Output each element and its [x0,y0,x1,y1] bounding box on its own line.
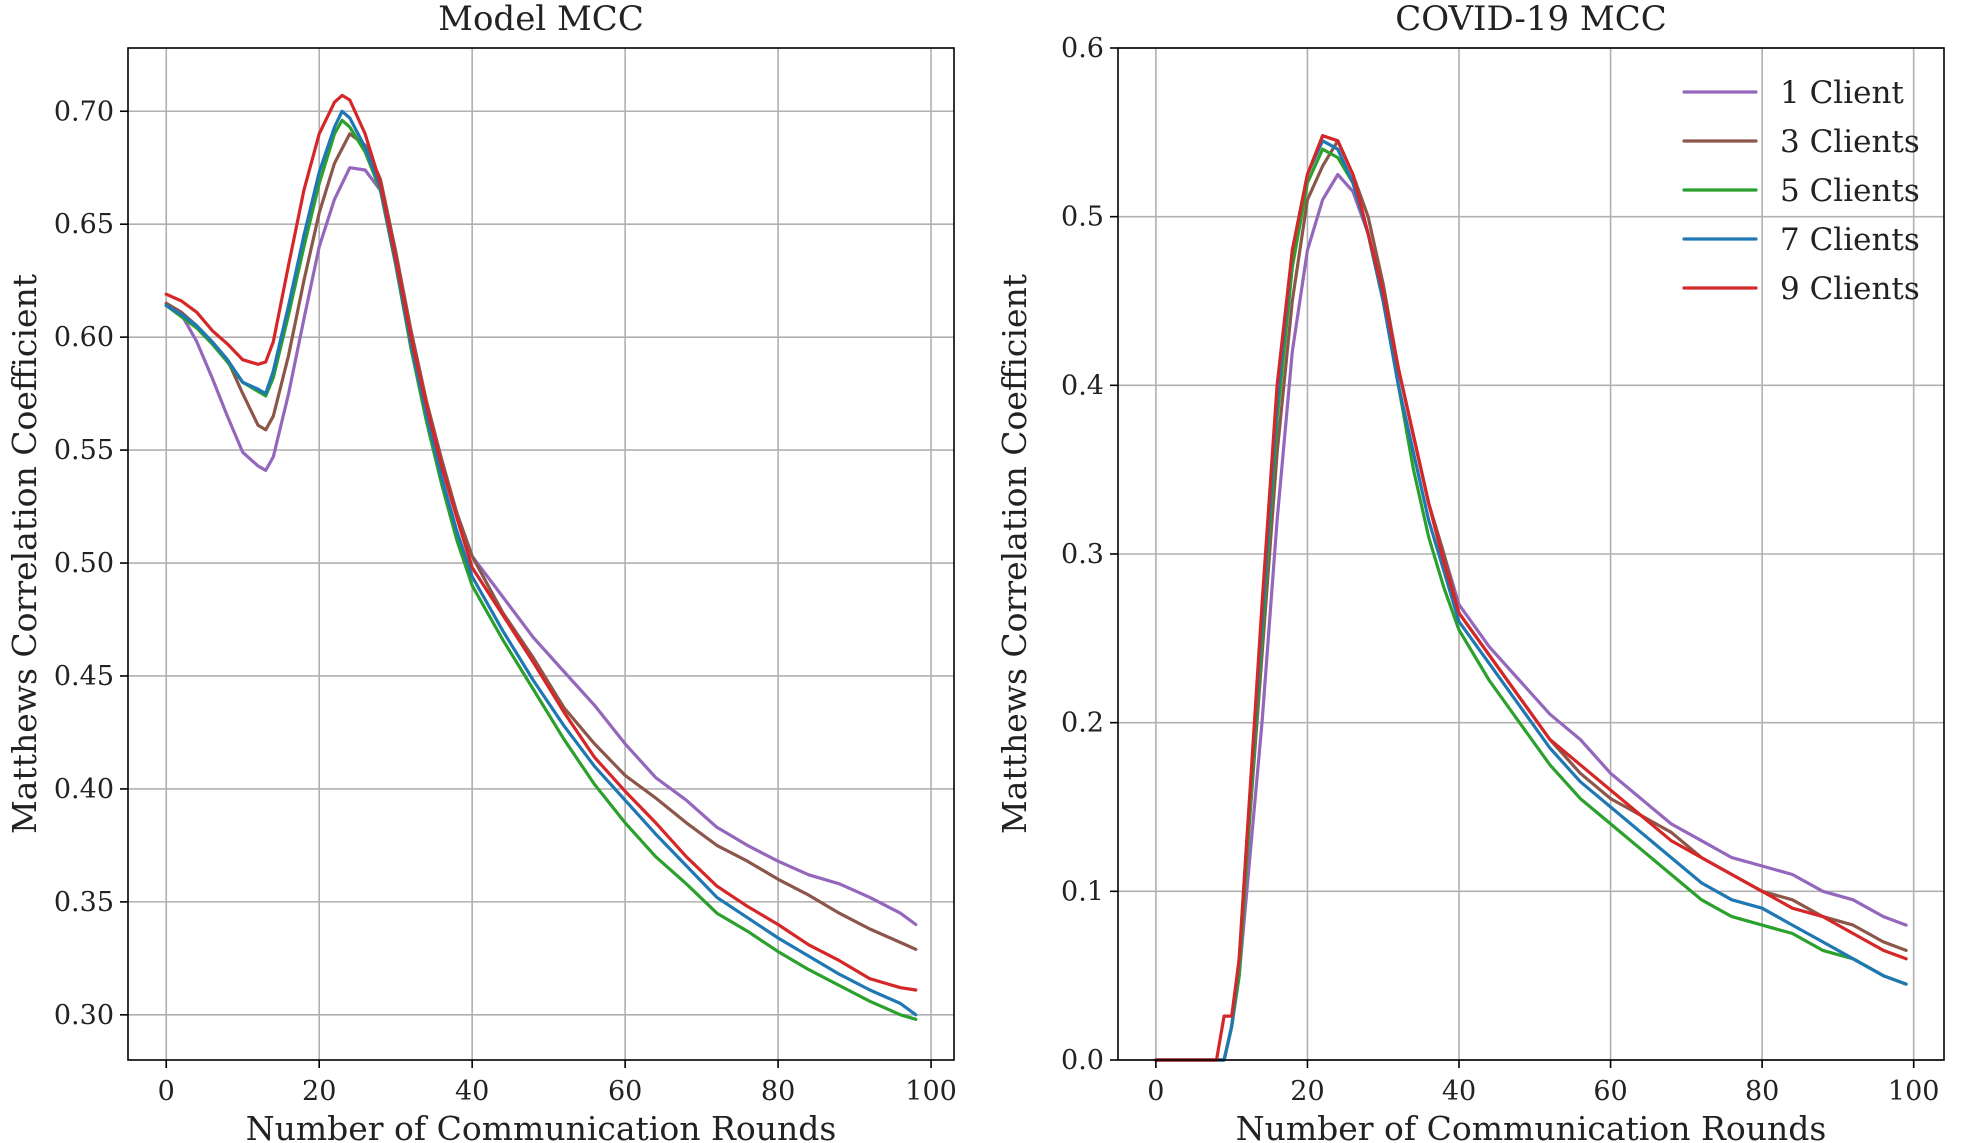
model-mcc-y-tick-label: 0.45 [54,661,114,692]
covid-mcc-y-tick-label: 0.2 [1061,708,1104,739]
covid-mcc-y-tick-label: 0.6 [1061,33,1104,64]
model-mcc-plot-frame [127,47,955,1061]
model-mcc-y-tick-label: 0.65 [54,209,114,240]
model-mcc-x-tick-label: 80 [761,1076,795,1107]
model-mcc-x-tick-label: 20 [302,1076,336,1107]
covid-mcc-y-tick-label: 0.0 [1061,1045,1104,1076]
legend-label: 1 Client [1780,75,1904,111]
model-mcc-x-tick-label: 60 [608,1076,642,1107]
covid-mcc-x-tick-label: 60 [1593,1076,1627,1107]
model-mcc-y-tick-label: 0.70 [54,96,114,127]
model-mcc-series-line [164,118,918,1021]
model-mcc-x-tick-label: 100 [905,1076,957,1107]
legend-label: 5 Clients [1780,173,1920,209]
covid-mcc-chart: 0 20 40 60 80 100 0.0 0.1 0.2 0.3 0.4 0.5 0.6 COVID-1… [995,0,1945,1143]
model-mcc-y-tick-label: 0.30 [54,1000,114,1031]
covid-mcc-y-tick-label: 0.3 [1061,539,1104,570]
model-mcc-y-tick-label: 0.60 [54,322,114,353]
legend: 1 Client 3 Clients 5 Clients 7 Clients 9 Cli… [1682,75,1920,307]
covid-mcc-y-tick-label: 0.5 [1061,202,1104,233]
covid-mcc-series-line [1154,134,1908,1062]
model-mcc-x-tick-label: 0 [158,1076,175,1107]
covid-mcc-x-tick-label: 100 [1888,1076,1940,1107]
covid-mcc-y-tick-label: 0.1 [1061,876,1104,907]
covid-mcc-x-tick-label: 80 [1745,1076,1779,1107]
model-mcc-y-tick-label: 0.35 [54,887,114,918]
legend-label: 3 Clients [1780,124,1920,160]
covid-mcc-title: COVID-19 MCC [1395,0,1667,39]
model-mcc-y-tick-label: 0.40 [54,774,114,805]
covid-mcc-x-tick-label: 20 [1290,1076,1324,1107]
model-mcc-chart: 0 20 40 60 80 100 0.30 0.35 0.40 0.45 0.50 0.55 0.60… [5,0,957,1143]
model-mcc-x-axis-label: Number of Communication Rounds [246,1109,837,1143]
covid-mcc-y-tick-label: 0.4 [1061,370,1104,401]
legend-label: 7 Clients [1780,222,1920,258]
model-mcc-series-line [164,132,918,951]
model-mcc-series-line [164,109,918,1017]
model-mcc-series-line [164,93,918,992]
model-mcc-y-axis-label: Matthews Correlation Coefficient [5,274,44,834]
covid-mcc-x-axis-label: Number of Communication Rounds [1236,1109,1827,1143]
model-mcc-title: Model MCC [438,0,644,39]
model-mcc-y-tick-label: 0.50 [54,548,114,579]
covid-mcc-x-tick-label: 40 [1442,1076,1476,1107]
model-mcc-x-tick-label: 40 [455,1076,489,1107]
model-mcc-y-tick-label: 0.55 [54,435,114,466]
model-mcc-series-line [164,166,918,927]
legend-label: 9 Clients [1780,271,1920,307]
covid-mcc-x-tick-label: 0 [1147,1076,1164,1107]
covid-mcc-y-axis-label: Matthews Correlation Coefficient [995,274,1034,834]
